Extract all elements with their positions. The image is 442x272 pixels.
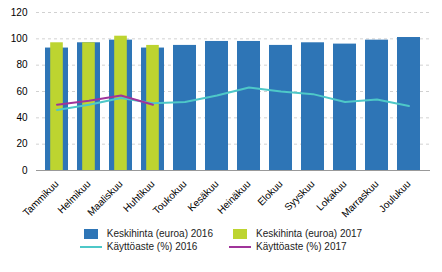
svg-text:Huhtikuu: Huhtikuu bbox=[121, 178, 157, 214]
svg-text:Syyskuu: Syyskuu bbox=[282, 178, 317, 213]
html-text:Käyttöaste (%) 2017: Käyttöaste (%) 2017 bbox=[256, 241, 347, 252]
html-text:Käyttöaste (%) 2016: Käyttöaste (%) 2016 bbox=[106, 241, 198, 252]
html-text:Keskihinta (euroa) 2017: Keskihinta (euroa) 2017 bbox=[256, 228, 363, 239]
svg-text:60: 60 bbox=[16, 86, 28, 97]
svg-text:Helmikuu: Helmikuu bbox=[55, 178, 93, 216]
svg-text:Maaliskuu: Maaliskuu bbox=[85, 178, 125, 218]
html-text:Keskihinta (euroa) 2016: Keskihinta (euroa) 2016 bbox=[106, 228, 213, 239]
svg-text:0: 0 bbox=[22, 165, 28, 176]
svg-text:Tammikuu: Tammikuu bbox=[21, 178, 61, 218]
svg-text:Toukokuu: Toukokuu bbox=[151, 178, 189, 216]
svg-text:100: 100 bbox=[11, 33, 28, 44]
svg-text:Joulukuu: Joulukuu bbox=[377, 178, 413, 214]
svg-text:120: 120 bbox=[11, 7, 28, 18]
svg-text:Kesäkuu: Kesäkuu bbox=[185, 178, 221, 214]
svg-text:20: 20 bbox=[16, 138, 28, 149]
svg-text:Lokakuu: Lokakuu bbox=[314, 178, 349, 213]
svg-text:Marraskuu: Marraskuu bbox=[339, 178, 380, 219]
svg-text:Elokuu: Elokuu bbox=[255, 178, 284, 207]
svg-text:Heinäkuu: Heinäkuu bbox=[215, 178, 253, 216]
svg-text:80: 80 bbox=[16, 59, 28, 70]
svg-text:40: 40 bbox=[16, 112, 28, 123]
